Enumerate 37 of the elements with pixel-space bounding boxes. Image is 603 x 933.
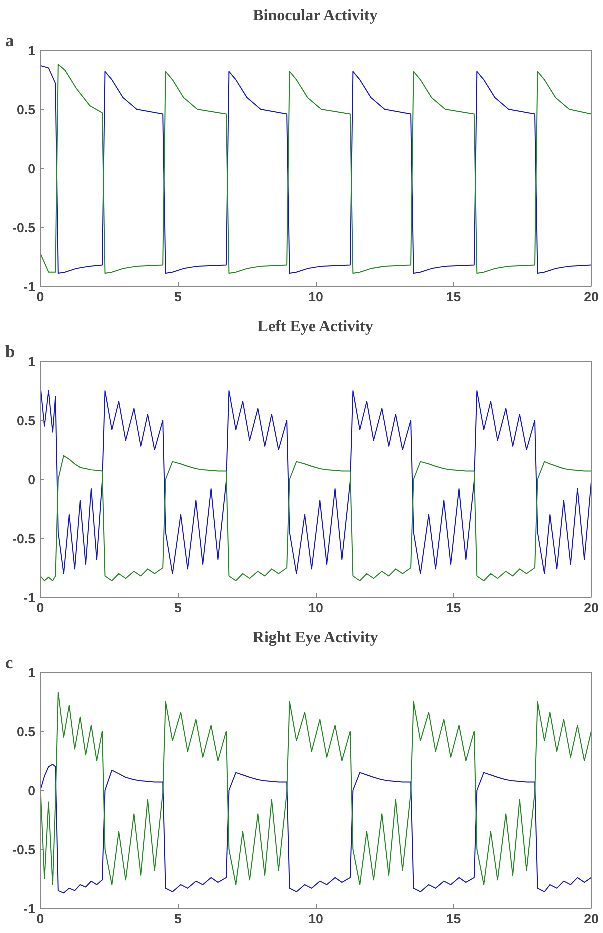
line-series — [40, 455, 592, 582]
line-series — [40, 384, 592, 574]
y-tick-label: 1 — [28, 44, 36, 58]
x-tick-label: 10 — [308, 912, 324, 926]
y-tick-label: 1 — [28, 666, 36, 680]
y-tick-label: -0.5 — [12, 532, 36, 546]
text: a — [6, 32, 14, 50]
y-tick-label: -1 — [24, 902, 36, 916]
y-tick-label: 0.5 — [16, 102, 36, 118]
x-tick-label: 15 — [446, 600, 462, 616]
y-tick-label: -1 — [24, 280, 36, 294]
y-tick-label: 0.5 — [16, 414, 36, 428]
chart-title: Right Eye Activity — [252, 630, 378, 646]
x-tick-label: 5 — [174, 600, 183, 616]
x-tick-label: 10 — [308, 290, 324, 304]
chart-title: Binocular Activity — [253, 8, 378, 24]
chart-title: Left Eye Activity — [258, 318, 374, 336]
y-tick-label: -0.5 — [12, 220, 36, 236]
y-tick-label: 0 — [28, 162, 36, 176]
y-tick-label: 0 — [28, 784, 36, 798]
y-tick-label: -0.5 — [12, 842, 36, 858]
x-tick-label: 20 — [584, 912, 599, 926]
x-tick-label: 15 — [446, 912, 462, 926]
line-series — [40, 764, 592, 894]
line-series — [40, 692, 592, 886]
x-tick-label: 5 — [174, 290, 183, 304]
text: b — [6, 342, 16, 362]
y-tick-label: 0.5 — [16, 724, 36, 740]
x-tick-label: 20 — [584, 600, 599, 616]
y-tick-label: 0 — [28, 472, 36, 488]
text: c — [6, 654, 14, 672]
x-tick-label: 10 — [308, 600, 324, 616]
x-tick-label: 20 — [584, 290, 599, 304]
x-tick-label: 5 — [174, 912, 183, 926]
y-tick-label: 1 — [28, 354, 36, 370]
y-tick-label: -1 — [24, 590, 36, 606]
x-tick-label: 15 — [446, 290, 462, 304]
